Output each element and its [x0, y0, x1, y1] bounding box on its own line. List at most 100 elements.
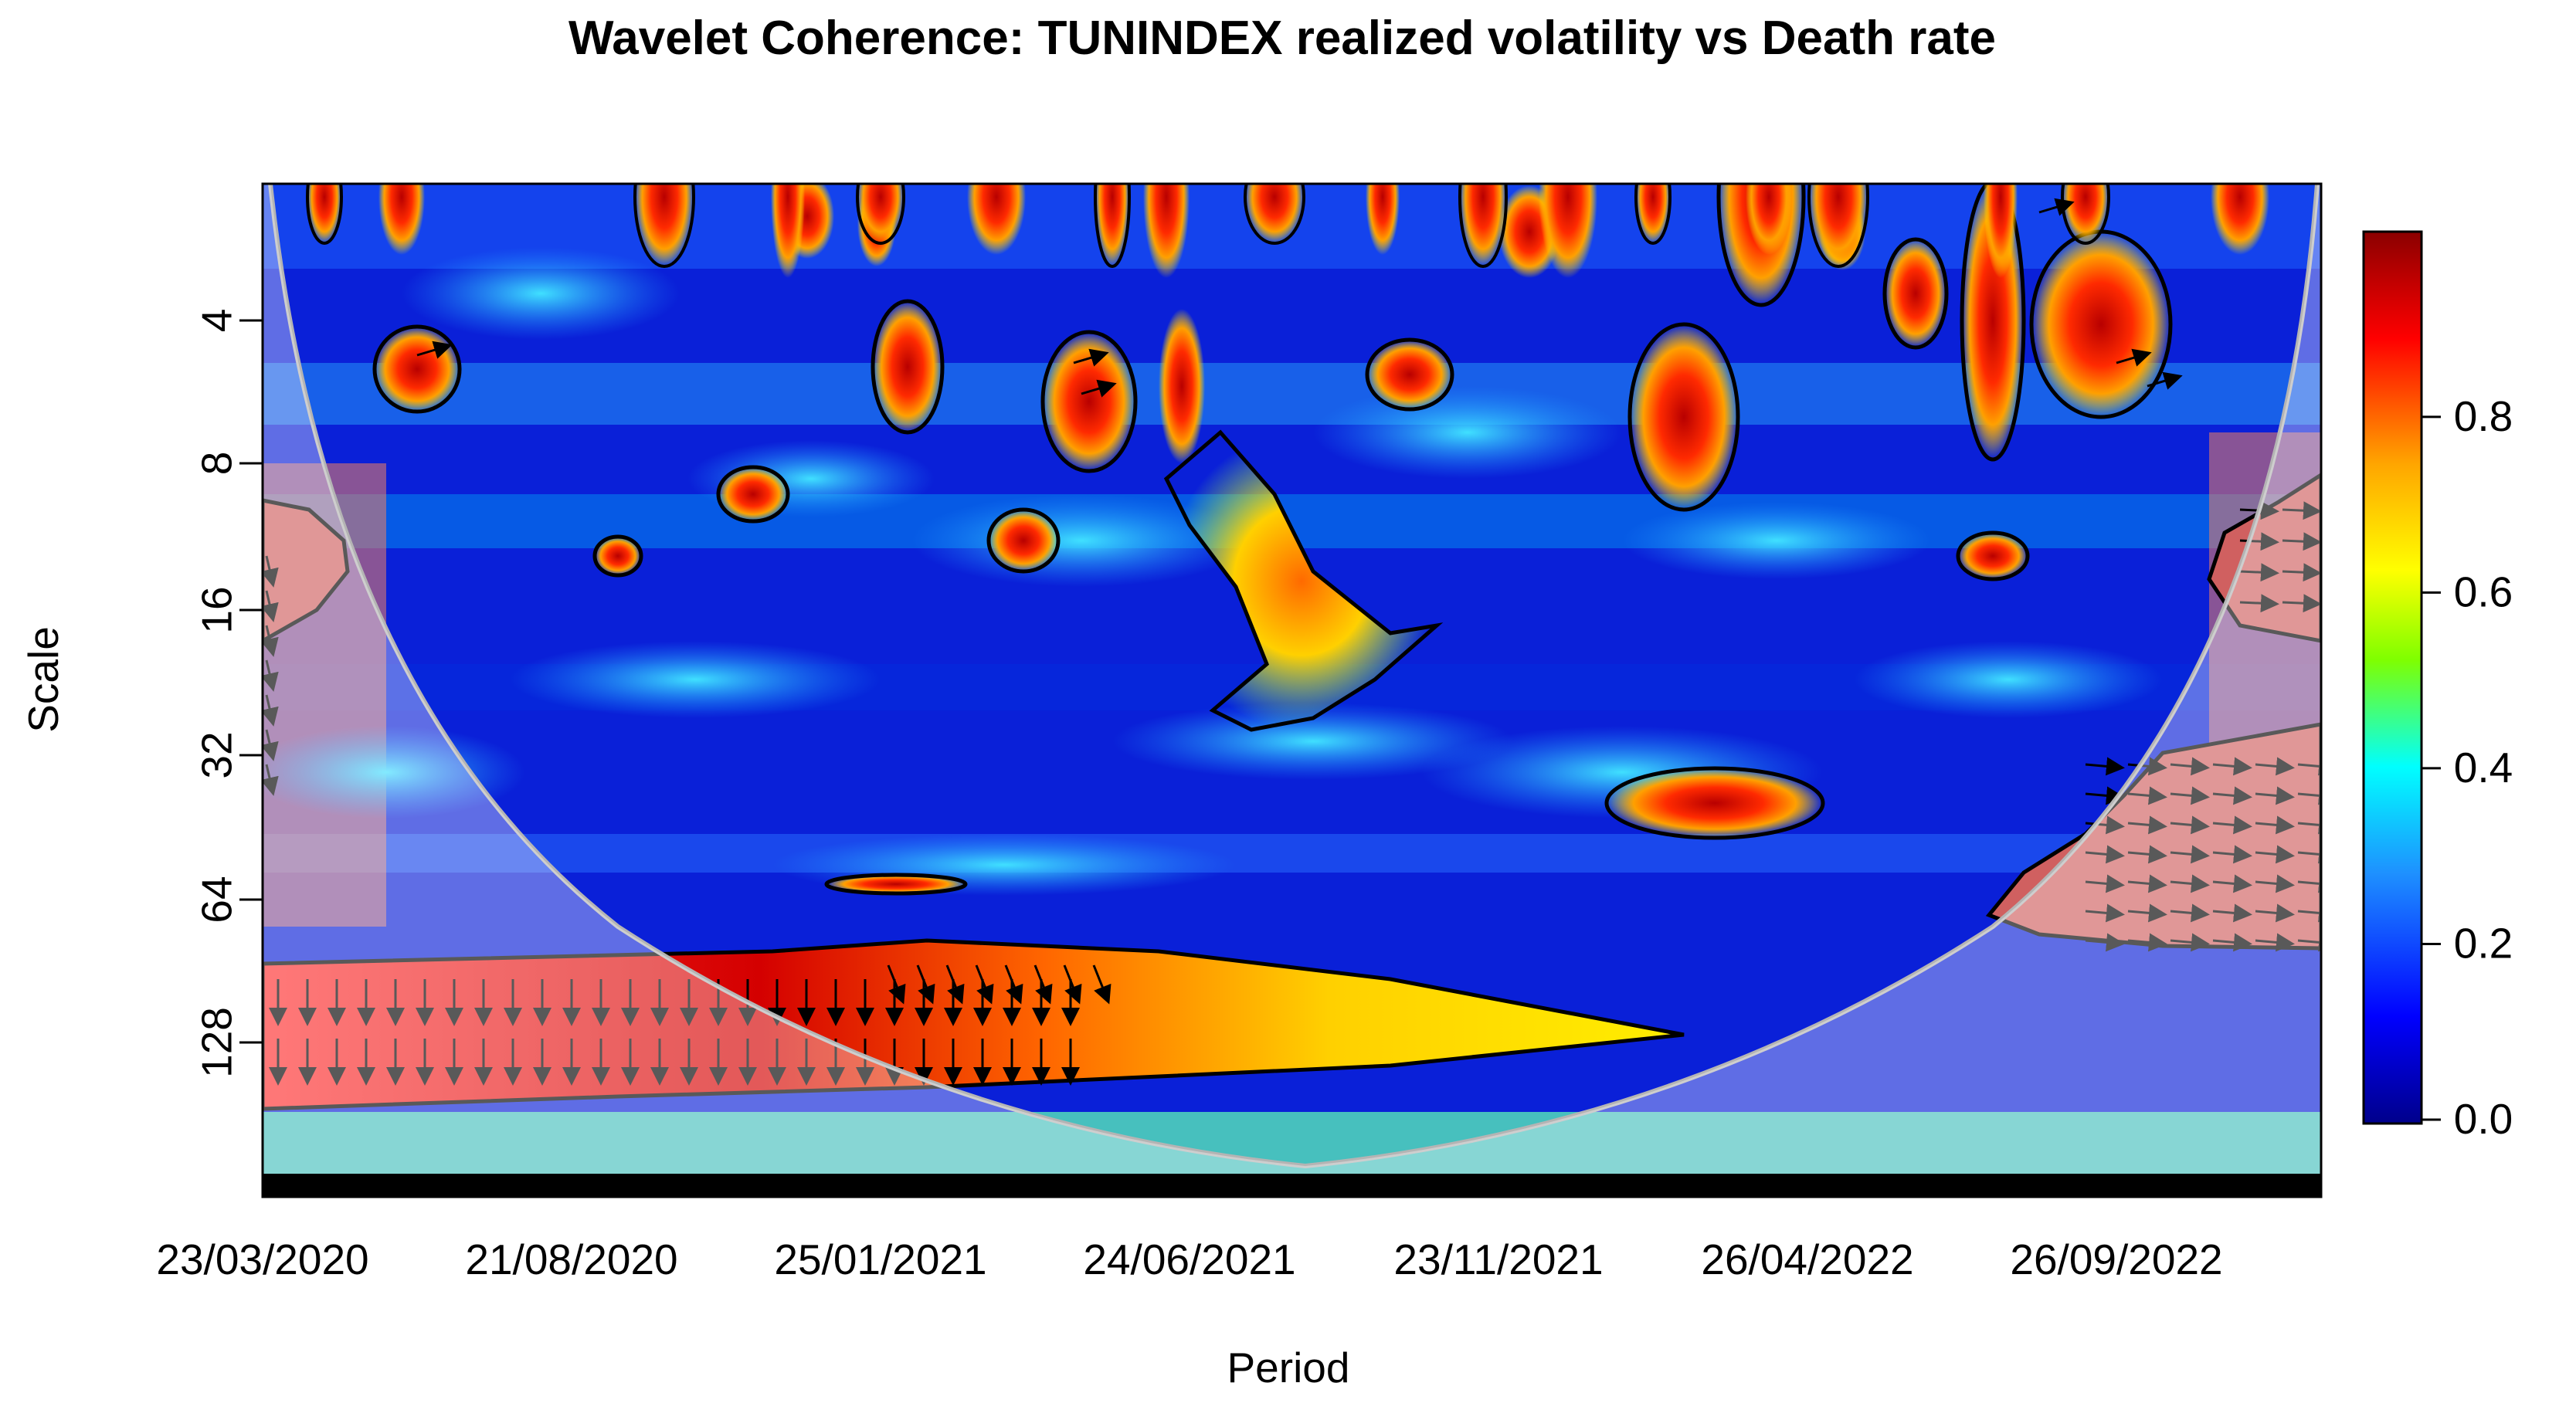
phase-arrow: [2255, 757, 2295, 776]
top-edge-coherence: [306, 184, 343, 245]
phase-arrow: [2255, 874, 2295, 893]
moderate-coherence-area: [510, 641, 881, 718]
phase-arrow: [263, 764, 279, 796]
phase-arrow: [2297, 933, 2321, 952]
top-edge-coherence: [1094, 184, 1131, 268]
phase-arrow: [1081, 379, 1117, 398]
moderate-coherence-area: [1112, 703, 1514, 780]
phase-arrow: [916, 964, 935, 1005]
significant-region-left-16: [263, 498, 350, 643]
phase-arrow: [2255, 786, 2295, 805]
top-edge-coherence: [2061, 184, 2110, 245]
top-edge-coherence: [378, 184, 425, 255]
moderate-coherence-area: [1622, 502, 1931, 579]
phase-arrow: [2282, 594, 2321, 613]
significant-coherence-region: [824, 873, 968, 896]
colorbar-gradient: [2362, 230, 2423, 1125]
x-tick-label: 21/08/2020: [465, 1235, 677, 1283]
colorbar-tick-label: 0.4: [2454, 744, 2513, 791]
phase-arrow: [2297, 786, 2321, 805]
x-tick-label: 23/03/2020: [156, 1235, 368, 1283]
top-edge-coherence: [1807, 184, 1869, 268]
phase-arrow: [2212, 874, 2252, 893]
phase-arrow: [2085, 903, 2125, 923]
colorbar-tick-label: 0.8: [2454, 392, 2513, 440]
coherence-band: [263, 834, 2321, 873]
phase-arrow: [2282, 563, 2321, 582]
phase-arrows: [263, 198, 2321, 1086]
significant-coherence-region: [592, 534, 643, 578]
x-axis: 23/03/2020 21/08/2020 25/01/2021 24/06/2021…: [156, 1235, 2222, 1283]
significant-coherence-region: [1163, 429, 1444, 732]
phase-arrow: [2297, 874, 2321, 893]
coi-shade: [263, 184, 2321, 1197]
cone-of-influence: [268, 184, 2320, 1169]
phase-arrow: [2212, 757, 2252, 776]
x-axis-label: Period: [1227, 1344, 1350, 1391]
phase-arrow: [263, 555, 279, 588]
colorbar-tick-label: 0.2: [2454, 919, 2513, 967]
significant-coherence-region: [1159, 309, 1205, 463]
significant-coherence-region: [1956, 530, 2030, 581]
phase-arrow: [2239, 594, 2279, 613]
phase-arrow: [2282, 501, 2321, 520]
phase-arrow: [2170, 874, 2210, 893]
y-tick-label: 8: [193, 452, 241, 476]
phase-arrow: [1033, 964, 1053, 1005]
phase-arrow: [2127, 903, 2167, 923]
phase-arrow: [2127, 757, 2167, 776]
significant-coherence-region: [716, 465, 790, 524]
phase-arrow: [1073, 348, 1109, 367]
phase-arrow: [2127, 874, 2167, 893]
x-tick-label: 25/01/2021: [774, 1235, 986, 1283]
chart-title: Wavelet Coherence: TUNINDEX realized vol…: [568, 12, 1996, 65]
colorbar-tick-label: 0.6: [2454, 568, 2513, 615]
phase-arrow: [263, 590, 279, 622]
phase-arrow: [2170, 903, 2210, 923]
y-tick-label: 64: [193, 876, 241, 923]
top-edge-coherence: [2211, 184, 2269, 255]
phase-arrow: [2170, 815, 2210, 835]
phase-arrow: [2127, 933, 2167, 952]
phase-arrow: [2297, 757, 2321, 776]
phase-arrow: [2255, 933, 2295, 952]
moderate-coherence-area: [263, 726, 525, 819]
phase-arrow: [2297, 845, 2321, 864]
top-edge-coherence: [967, 184, 1026, 255]
phase-arrow: [2127, 786, 2167, 805]
phase-arrow: [2085, 874, 2125, 893]
phase-arrow: [2212, 845, 2252, 864]
top-edge-coherence: [856, 184, 905, 245]
significant-coherence-region: [372, 324, 462, 414]
phase-arrow: [2255, 903, 2295, 923]
phase-arrow: [1063, 964, 1082, 1005]
phase-arrow: [2212, 903, 2252, 923]
phase-arrow: [2212, 815, 2252, 835]
phase-arrow: [2255, 815, 2295, 835]
colorbar: 0.0 0.2 0.4 0.6 0.8: [2362, 230, 2513, 1143]
moderate-coherence-area: [911, 494, 1251, 587]
coherence-blobs: [263, 184, 2269, 896]
y-tick-label: 32: [193, 731, 241, 778]
phase-arrow: [2085, 845, 2125, 864]
moderate-coherence-area: [1313, 386, 1622, 479]
phase-arrow: [2147, 371, 2183, 390]
phase-arrow: [263, 625, 279, 657]
phase-arrow: [263, 659, 279, 692]
top-edge-coherence: [1458, 184, 1508, 268]
phase-arrow: [2170, 757, 2210, 776]
significant-coherence-region: [871, 299, 945, 435]
y-tick-label: 4: [193, 309, 241, 333]
significant-coherence-region: [1627, 322, 1740, 512]
top-edge-coherence: [1244, 184, 1305, 245]
x-tick-label: 24/06/2021: [1083, 1235, 1295, 1283]
phase-arrow: [2085, 933, 2125, 952]
phase-arrow: [2170, 933, 2210, 952]
phase-arrow: [2085, 757, 2125, 776]
phase-arrow: [2282, 532, 2321, 551]
significant-coherence-region: [986, 507, 1061, 574]
phase-arrow: [2255, 845, 2295, 864]
significant-coherence-region: [1365, 337, 1454, 412]
phase-arrow: [1092, 964, 1112, 1005]
x-tick-label: 26/09/2022: [2010, 1235, 2222, 1283]
